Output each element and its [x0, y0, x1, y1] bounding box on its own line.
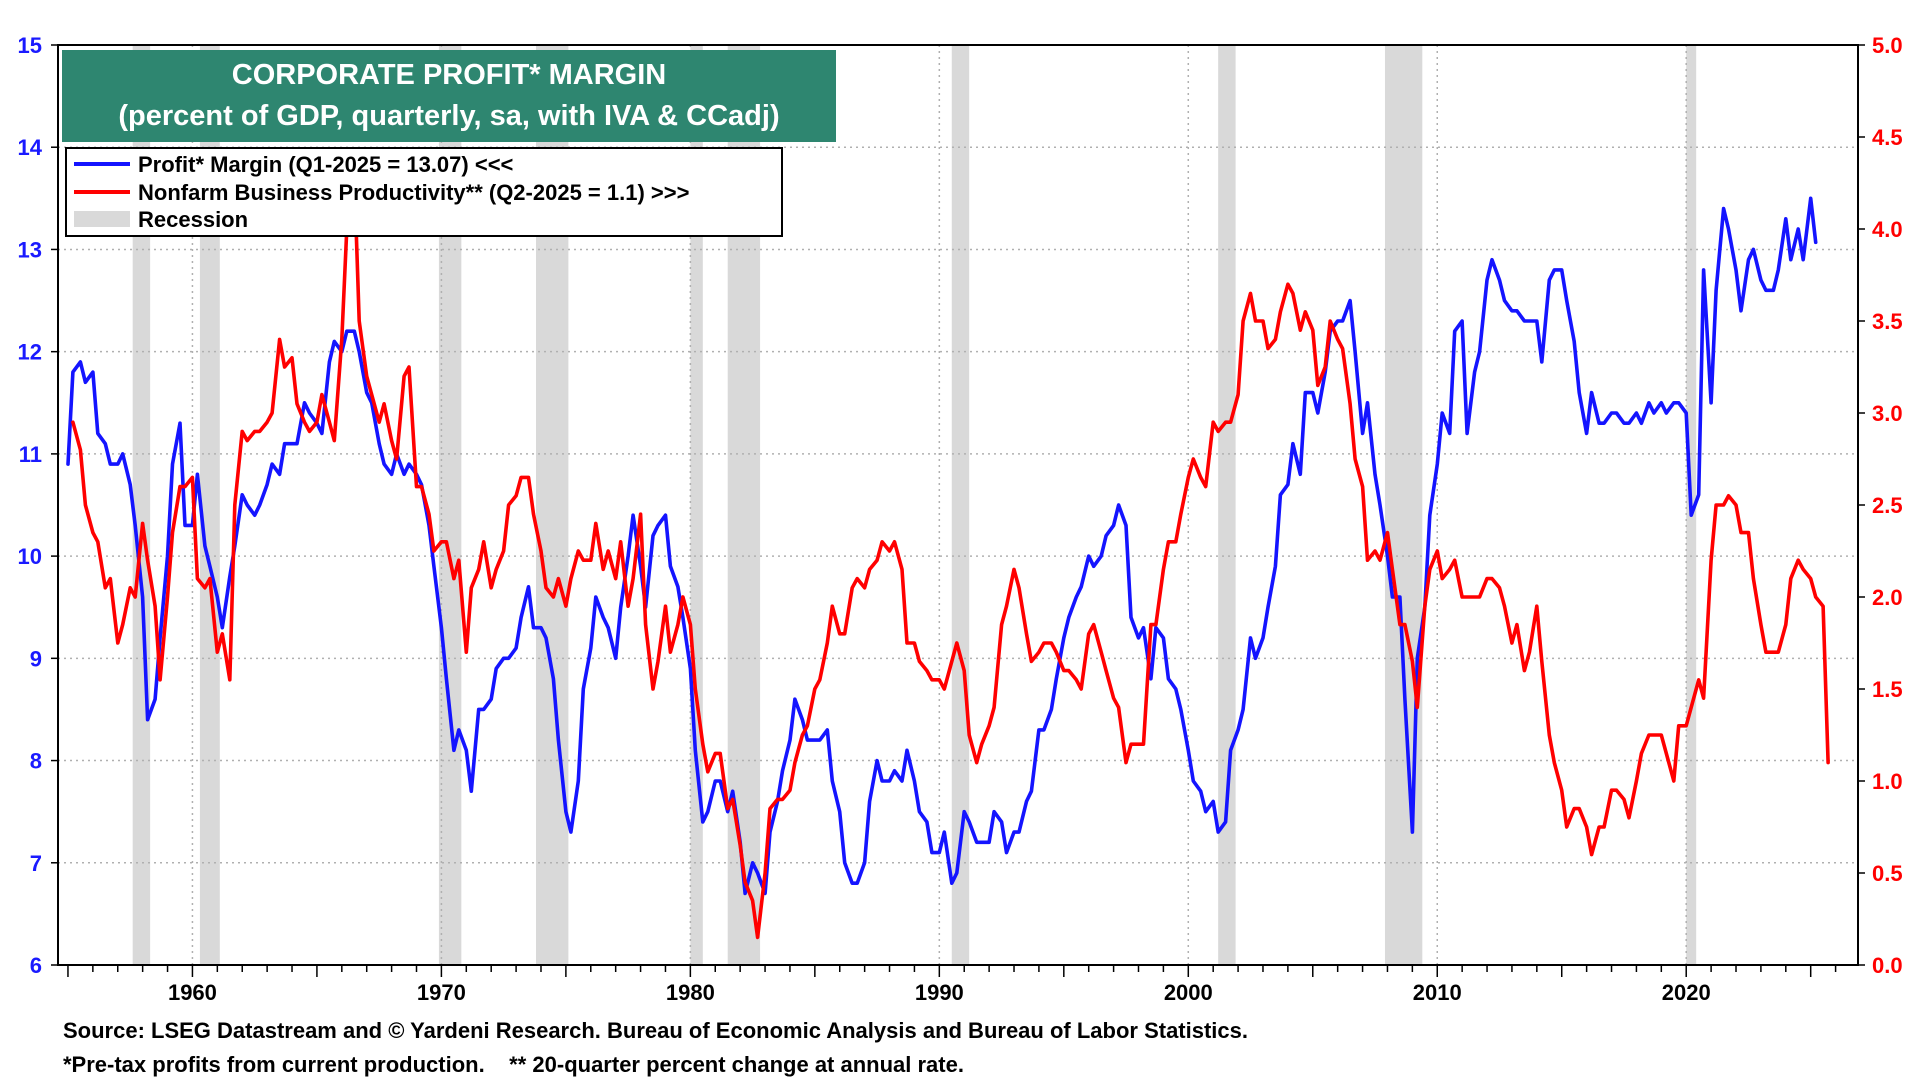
left-tick-label: 9 [30, 646, 42, 671]
recession-band [951, 45, 970, 965]
right-tick-label: 3.0 [1872, 401, 1903, 426]
title-box: CORPORATE PROFIT* MARGIN (percent of GDP… [62, 50, 836, 142]
series-lines [66, 172, 1830, 940]
right-tick-label: 3.5 [1872, 309, 1903, 334]
x-tick-label: 2000 [1164, 980, 1213, 1005]
recession-band [199, 45, 220, 965]
right-tick-label: 1.5 [1872, 677, 1903, 702]
legend-label-recession: Recession [138, 207, 248, 232]
x-tick-label: 2020 [1662, 980, 1711, 1005]
right-tick-label: 1.0 [1872, 769, 1903, 794]
left-tick-label: 11 [19, 442, 42, 467]
x-tick-label: 2010 [1413, 980, 1462, 1005]
recession-band [1384, 45, 1423, 965]
legend-swatch-recession [74, 211, 130, 227]
x-tick-label: 1960 [168, 980, 217, 1005]
recession-band [132, 45, 151, 965]
recession-band [438, 45, 462, 965]
x-tick-label: 1980 [666, 980, 715, 1005]
left-tick-label: 13 [18, 237, 42, 262]
profit-margin-line [66, 196, 1818, 896]
right-tick-label: 4.0 [1872, 217, 1903, 242]
x-tick-label: 1990 [915, 980, 964, 1005]
legend: Profit* Margin (Q1-2025 = 13.07) <<< Non… [65, 147, 783, 237]
left-tick-label: 15 [18, 33, 42, 58]
right-tick-label: 5.0 [1872, 33, 1903, 58]
x-tick-label: 1970 [417, 980, 466, 1005]
right-tick-label: 0.0 [1872, 953, 1903, 978]
left-tick-label: 14 [18, 135, 43, 160]
chart-subtitle: (percent of GDP, quarterly, sa, with IVA… [118, 100, 779, 132]
left-tick-label: 7 [30, 851, 42, 876]
chart-title: CORPORATE PROFIT* MARGIN [232, 59, 666, 91]
recession-band [1218, 45, 1236, 965]
left-tick-label: 12 [18, 340, 42, 365]
legend-label-profit: Profit* Margin (Q1-2025 = 13.07) <<< [138, 152, 513, 177]
left-tick-label: 8 [30, 749, 42, 774]
legend-label-productivity: Nonfarm Business Productivity** (Q2-2025… [138, 180, 689, 205]
right-tick-label: 4.5 [1872, 125, 1903, 150]
axes: 6 7 8 9 10 11 12 13 14 15 1960 1970 1980 1990 2000 2010… [18, 33, 1903, 1005]
left-tick-label: 10 [18, 544, 42, 569]
legend-box [65, 147, 783, 237]
footnote: *Pre-tax profits from current production… [63, 1052, 964, 1077]
left-tick-label: 6 [30, 953, 42, 978]
productivity-line [71, 172, 1830, 940]
right-tick-label: 2.0 [1872, 585, 1903, 610]
right-tick-label: 0.5 [1872, 861, 1903, 886]
source-note: Source: LSEG Datastream and © Yardeni Re… [63, 1018, 1249, 1043]
title-background [62, 50, 836, 142]
right-tick-label: 2.5 [1872, 493, 1903, 518]
